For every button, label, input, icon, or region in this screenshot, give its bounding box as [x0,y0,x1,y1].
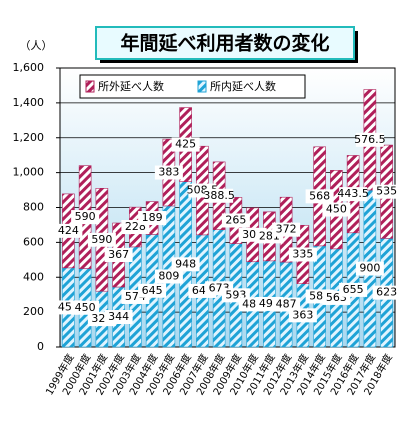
y-tick-label: 1,200 [13,131,45,144]
label-box [339,187,368,202]
data-label: 487 [276,298,297,311]
label-box [138,211,167,226]
data-label: 443.5 [337,187,369,200]
data-label: 809 [158,269,179,282]
data-label: 623 [376,286,397,299]
data-label: 189 [142,211,163,224]
label-box [288,308,317,323]
y-tick-label: 800 [23,201,44,214]
label-box [339,282,368,297]
label-box [87,232,116,247]
label-box [104,248,133,263]
label-box [71,300,100,315]
data-label: 424 [58,224,79,237]
label-box [272,222,301,237]
label-box [138,283,167,298]
data-label: 335 [292,247,313,260]
y-tick-label: 1,400 [13,96,45,109]
data-label: 576.5 [354,133,386,146]
y-tick-label: 0 [37,340,44,353]
label-box [154,269,183,284]
label-box [322,202,351,217]
data-label: 568 [309,189,330,202]
data-label: 645 [142,284,163,297]
chart-title: 年間延べ利用者数の変化 [120,32,329,55]
data-label: 388.5 [203,189,235,202]
legend [79,74,306,99]
data-label: 383 [158,166,179,179]
data-label: 344 [108,310,129,323]
label-box [305,189,334,204]
legend-swatch [197,80,207,93]
label-box [171,137,200,152]
title-box [95,26,355,60]
label-box [104,310,133,325]
data-label: 900 [359,262,380,275]
label-box [171,257,200,272]
data-label: 363 [292,308,313,321]
label-box [288,247,317,262]
data-label: 425 [175,138,196,151]
data-label: 655 [343,283,364,296]
data-label: 450 [326,203,347,216]
data-label: 590 [91,233,112,246]
label-box [221,213,250,228]
data-label: 450 [75,301,96,314]
label-box [205,188,234,203]
label-box [355,132,384,147]
data-label: 590 [75,210,96,223]
label-box [355,261,384,276]
y-axis-label: （人） [20,39,53,52]
legend-swatch [85,80,95,93]
y-tick-label: 1,000 [13,166,45,179]
label-box [372,285,401,300]
y-tick-label: 400 [23,270,44,283]
label-box [71,210,100,225]
data-label: 948 [175,257,196,270]
label-box [154,165,183,180]
label-box [54,223,83,238]
data-label: 265 [225,213,246,226]
data-label: 372 [276,223,297,236]
y-tick-label: 600 [23,235,44,248]
data-label: 535 [376,185,397,198]
data-label: 367 [108,248,129,261]
label-box [372,184,401,199]
y-tick-label: 200 [23,305,44,318]
label-box [272,297,301,312]
legend-label: 所外延べ人数 [98,80,164,93]
y-tick-label: 1,600 [13,61,45,74]
legend-label: 所内延べ人数 [210,79,276,93]
